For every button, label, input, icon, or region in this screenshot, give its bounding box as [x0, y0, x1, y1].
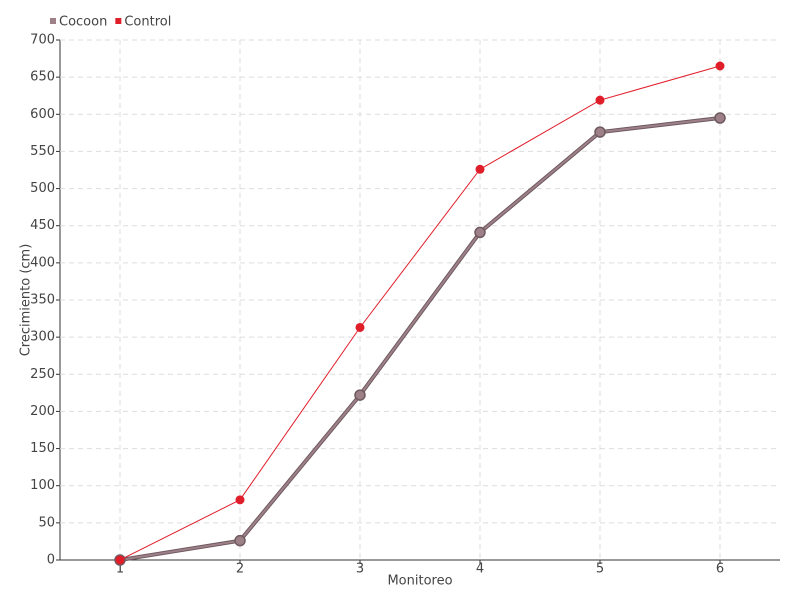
data-point	[354, 389, 366, 401]
data-point	[475, 164, 485, 174]
data-point	[474, 226, 486, 239]
data-point	[595, 95, 605, 105]
x-tick-label: 4	[476, 562, 484, 577]
data-point	[714, 112, 726, 124]
y-tick-label: 550	[30, 144, 55, 159]
data-point	[594, 126, 606, 138]
y-tick-label: 50	[38, 515, 55, 530]
y-tick-label: 500	[30, 181, 55, 196]
x-tick-label: 1	[116, 562, 124, 577]
y-tick-label: 300	[30, 330, 55, 345]
data-point	[115, 555, 125, 565]
y-tick-label: 350	[30, 293, 55, 308]
y-tick-label: 650	[30, 70, 55, 85]
y-tick-label: 0	[47, 553, 55, 568]
data-point	[235, 495, 245, 505]
x-tick-label: 6	[716, 562, 724, 577]
series-line	[119, 65, 721, 561]
y-tick-label: 100	[30, 478, 55, 493]
y-tick-label: 400	[30, 255, 55, 270]
x-tick-label: 5	[596, 562, 604, 577]
series-line-outline	[119, 116, 721, 562]
data-point	[715, 61, 725, 71]
y-tick-label: 600	[30, 107, 55, 122]
x-axis-label: Monitoreo	[387, 574, 452, 589]
y-tick-label: 450	[30, 218, 55, 233]
y-tick-label: 700	[30, 33, 55, 48]
legend-label: Control	[124, 15, 171, 30]
legend-label: Cocoon	[59, 15, 107, 30]
x-tick-label: 2	[236, 562, 244, 577]
data-point	[234, 534, 246, 547]
legend-swatch	[50, 18, 56, 24]
data-point	[355, 322, 365, 332]
y-tick-label: 250	[30, 367, 55, 382]
legend-swatch	[115, 18, 122, 24]
y-tick-label: 150	[30, 441, 55, 456]
y-tick-label: 200	[30, 404, 55, 419]
y-axis-label: Crecimiento (cm)	[19, 244, 34, 357]
series-line	[119, 117, 721, 561]
x-tick-label: 3	[356, 562, 364, 577]
